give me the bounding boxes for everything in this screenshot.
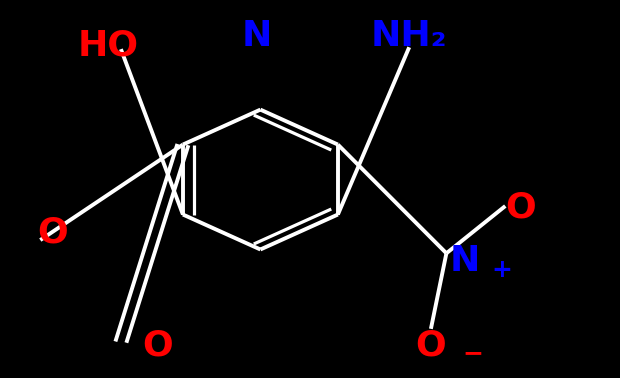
Text: O: O <box>37 215 68 249</box>
Text: N: N <box>242 19 272 53</box>
Text: O: O <box>143 329 174 363</box>
Text: HO: HO <box>78 28 139 62</box>
Text: −: − <box>462 341 483 366</box>
Text: +: + <box>492 258 513 282</box>
Text: NH₂: NH₂ <box>371 19 448 53</box>
Text: O: O <box>505 191 536 225</box>
Text: N: N <box>450 244 480 278</box>
Text: O: O <box>415 329 446 363</box>
